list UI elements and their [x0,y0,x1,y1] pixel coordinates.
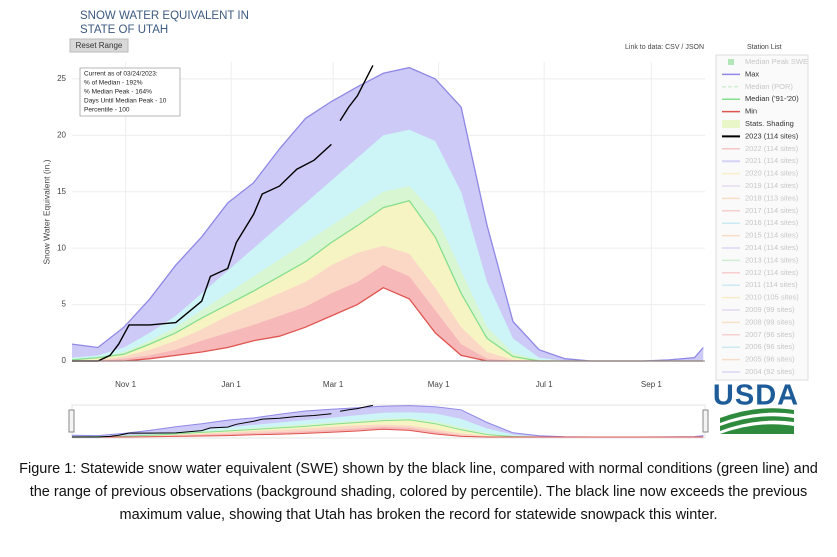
y-tick-label: 5 [62,300,67,309]
legend-item[interactable]: 2010 (105 sites) [722,293,799,302]
reset-button-label[interactable]: Reset Range [76,41,123,50]
legend-label: 2007 (96 sites) [745,330,795,339]
x-tick-label: Jul 1 [536,380,553,389]
band-area [72,287,704,361]
legend-symbol [722,120,740,128]
legend-symbol [728,59,734,65]
legend-item[interactable]: 2007 (96 sites) [722,330,795,339]
legend-item[interactable]: 2011 (114 sites) [722,280,798,289]
x-tick-label: Jan 1 [221,380,241,389]
series-line [72,404,373,438]
legend-item[interactable]: 2013 (114 sites) [722,255,799,264]
x-tick-label: Mar 1 [323,380,344,389]
range-slider-chart [71,404,704,438]
legend-label: 2008 (99 sites) [745,317,795,326]
legend-label: 2011 (114 sites) [745,280,798,289]
chart-title-line: SNOW WATER EQUIVALENT IN [80,10,249,22]
station-list[interactable]: Station List [747,44,782,51]
y-tick-label: 15 [57,187,66,196]
usda-logo: USDA [713,380,799,434]
legend-label: Stats. Shading [745,119,794,128]
legend-label: 2022 (114 sites) [745,144,799,153]
legend-item[interactable]: 2004 (92 sites) [722,367,795,376]
series-line [72,65,374,362]
legend-label: 2021 (114 sites) [745,156,799,165]
annotation-line: Current as of 03/24/2023: [84,71,158,78]
logo-swoosh [720,416,794,431]
legend-item[interactable]: Median (POR) [722,82,793,91]
legend-item[interactable]: Median ('91-'20) [722,94,799,103]
legend-item[interactable]: Max [722,69,759,78]
band-area [72,429,704,437]
y-axis-label: Snow Water Equivalent (in.) [41,159,51,264]
legend-label: Median ('91-'20) [745,94,799,103]
y-tick-label: 10 [57,243,66,252]
legend-label: Median (POR) [745,82,793,91]
figure-caption: Figure 1: Statewide snow water equivalen… [19,461,818,523]
legend-label: 2010 (105 sites) [745,293,799,302]
chart: SNOW WATER EQUIVALENT IN STATE OF UTAH R… [41,10,809,439]
legend-item[interactable]: 2017 (114 sites) [722,206,799,215]
data-link[interactable]: Link to data: CSV / JSON [625,44,704,51]
y-tick-label: 0 [62,356,67,365]
legend-label: 2023 (114 sites) [745,131,799,140]
legend-label: Median Peak SWE [745,57,808,66]
legend-label: 2012 (114 sites) [745,268,799,277]
legend-item[interactable]: 2008 (99 sites) [722,317,795,326]
chart-title-line: STATE OF UTAH [80,24,168,36]
legend-item[interactable]: 2019 (114 sites) [722,181,799,190]
legend-label: 2017 (114 sites) [745,206,799,215]
series-line [72,428,704,438]
legend-item[interactable]: 2005 (96 sites) [722,355,795,364]
logo-text: USDA [713,380,799,412]
legend-label: 2015 (114 sites) [745,231,799,240]
y-tick-label: 25 [57,74,66,83]
legend-box [715,54,809,381]
legend-item[interactable]: Stats. Shading [722,119,794,128]
legend-label: 2020 (114 sites) [745,169,799,178]
annotation-line: Percentile - 100 [84,107,130,114]
legend-item[interactable]: 2020 (114 sites) [722,169,799,178]
x-tick-label: May 1 [428,380,450,389]
legend-label: 2019 (114 sites) [745,181,799,190]
annotation-line: % of Median - 192% [84,80,143,87]
legend-item[interactable]: 2018 (113 sites) [722,193,799,202]
range-handle[interactable] [68,409,75,433]
legend-item[interactable]: 2023 (114 sites) [722,131,799,140]
legend-item[interactable]: 2016 (114 sites) [722,218,799,227]
legend-label: 2014 (114 sites) [745,243,799,252]
legend-label: Min [745,107,757,116]
annotation-line: % Median Peak - 164% [84,89,152,96]
legend-label: 2009 (99 sites) [745,305,795,314]
legend-label: 2006 (96 sites) [745,342,795,351]
legend-item[interactable]: 2015 (114 sites) [722,231,799,240]
legend-item[interactable]: 2009 (99 sites) [722,305,795,314]
legend-label: 2018 (113 sites) [745,193,799,202]
legend-label: 2005 (96 sites) [745,355,795,364]
logo-swoosh [720,408,794,423]
legend-label: Max [745,69,759,78]
legend-item[interactable]: Min [722,107,757,116]
annotation-line: Days Until Median Peak - 10 [84,98,167,105]
legend-item[interactable]: 2006 (96 sites) [722,342,795,351]
legend-label: 2016 (114 sites) [745,218,799,227]
legend-label: 2013 (114 sites) [745,255,799,264]
x-tick-label: Nov 1 [115,380,136,389]
annotation-box [79,67,181,117]
x-tick-label: Sep 1 [641,380,662,389]
plot-area: 0 5 10 15 20 25 Nov 1 Jan 1 Mar 1 May 1 Jul 1 Sep 1 [57,62,705,389]
logo-swoosh [720,424,794,434]
legend-item[interactable]: 2021 (114 sites) [722,156,799,165]
range-handle[interactable] [702,409,709,433]
y-tick-label: 20 [57,130,66,139]
legend-item[interactable]: Median Peak SWE [728,57,808,66]
reset-button[interactable] [69,38,129,53]
legend-item[interactable]: 2014 (114 sites) [722,243,799,252]
legend-item[interactable]: 2012 (114 sites) [722,268,799,277]
legend-item[interactable]: 2022 (114 sites) [722,144,799,153]
legend-label: 2004 (92 sites) [745,367,795,376]
